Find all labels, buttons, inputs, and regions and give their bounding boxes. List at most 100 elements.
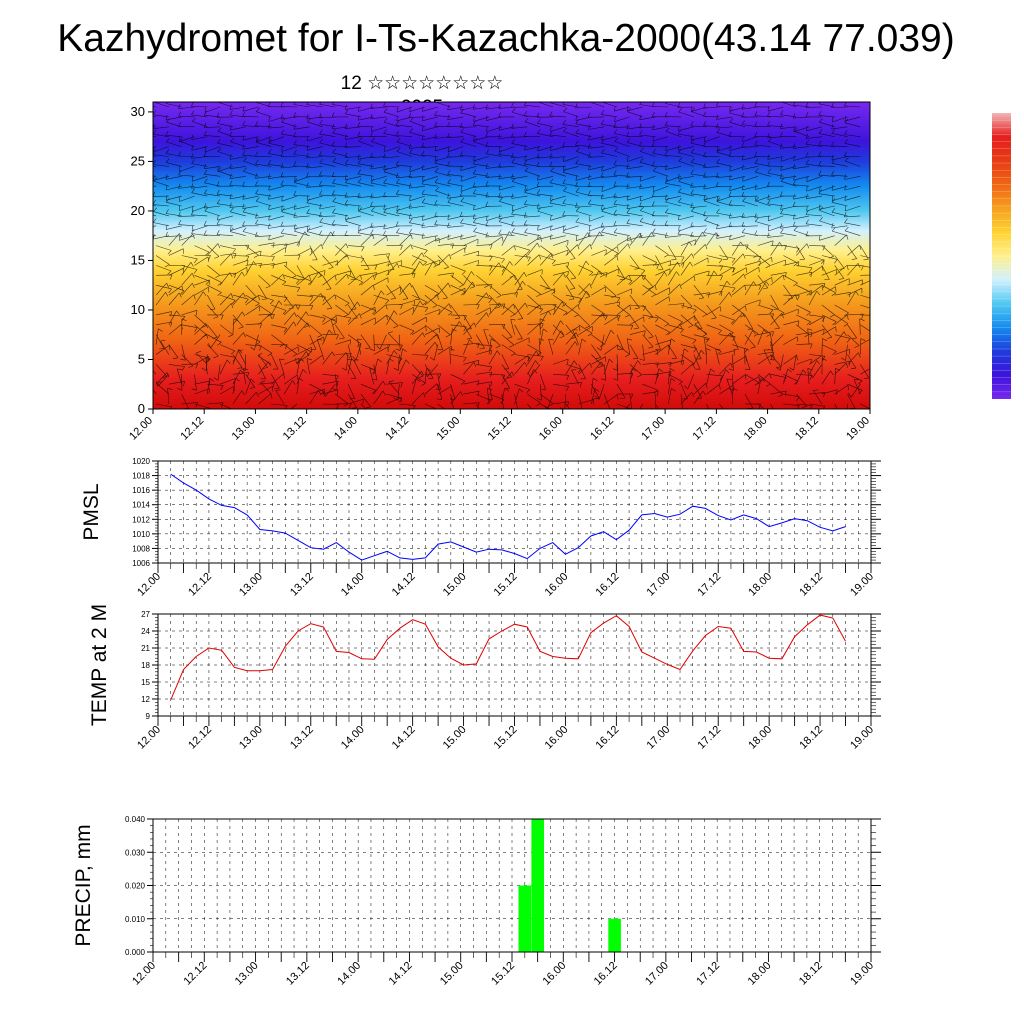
y-tick-label: 24 (141, 627, 150, 636)
y-axis-title: TEMP at 2 M (88, 604, 111, 726)
y-tick-label: 15 (131, 252, 145, 267)
x-tick-label: 12.00 (135, 571, 163, 599)
y-tick-label: 0.000 (125, 948, 146, 957)
y-tick-label: 1014 (132, 501, 150, 510)
y-tick-label: 12 (141, 695, 150, 704)
x-tick-label: 13.12 (284, 960, 312, 988)
x-tick-label: 14.00 (339, 724, 367, 752)
x-tick-label: 15.00 (438, 960, 466, 988)
x-tick-label: 13.00 (237, 724, 265, 752)
x-tick-label: 18.00 (746, 724, 774, 752)
x-tick-label: 13.12 (288, 571, 316, 599)
x-tick-label: 14.00 (339, 571, 367, 599)
y-tick-label: 25 (131, 153, 145, 168)
x-tick-label: 18.00 (746, 960, 774, 988)
x-tick-label: 16.12 (594, 571, 622, 599)
precip-bar (518, 885, 532, 952)
x-tick-label: 18.00 (742, 415, 770, 443)
x-tick-label: 19.00 (848, 960, 876, 988)
x-tick-label: 12.00 (130, 960, 158, 988)
x-tick-label: 17.12 (691, 415, 719, 443)
y-tick-label: 0 (138, 401, 145, 416)
y-tick-label: 0.020 (125, 882, 146, 891)
x-tick-label: 12.12 (186, 724, 214, 752)
x-tick-label: 16.00 (543, 724, 571, 752)
y-tick-label: 1006 (132, 559, 150, 568)
x-tick-label: 12.12 (178, 415, 206, 443)
x-tick-label: 13.00 (237, 571, 265, 599)
x-tick-label: 18.12 (797, 571, 825, 599)
y-tick-label: 1020 (132, 457, 150, 466)
x-tick-label: 18.00 (746, 571, 774, 599)
y-tick-label: 10 (131, 302, 145, 317)
x-tick-label: 12.12 (186, 571, 214, 599)
y-tick-label: 30 (131, 104, 145, 119)
x-tick-label: 15.12 (486, 415, 514, 443)
y-tick-label: 1010 (132, 530, 150, 539)
x-tick-label: 17.12 (695, 571, 723, 599)
x-tick-label: 19.00 (848, 571, 876, 599)
x-tick-label: 18.12 (793, 415, 821, 443)
y-tick-label: 9 (146, 712, 151, 721)
x-tick-label: 16.12 (592, 960, 620, 988)
x-tick-label: 16.12 (588, 415, 616, 443)
x-tick-label: 15.00 (441, 571, 469, 599)
y-tick-label: 15 (141, 678, 150, 687)
y-tick-label: 27 (141, 610, 150, 619)
wind-barbs (153, 102, 870, 409)
x-tick-label: 15.12 (489, 960, 517, 988)
x-tick-label: 17.12 (694, 960, 722, 988)
x-tick-label: 14.00 (335, 960, 363, 988)
x-tick-label: 17.12 (695, 724, 723, 752)
series-line (170, 473, 846, 561)
x-tick-label: 14.12 (390, 724, 418, 752)
x-tick-label: 14.12 (383, 415, 411, 443)
y-tick-label: 1008 (132, 544, 150, 553)
panel-precip-mm: 0.000 0.010 0.020 0.030 0.040 12.00 12.12 13.00… (72, 815, 881, 988)
x-tick-label: 13.00 (233, 960, 261, 988)
x-tick-label: 12.00 (127, 415, 155, 443)
x-tick-label: 15.00 (434, 415, 462, 443)
panel-pmsl: 1006 1008 1010 1012 1014 1016 1018 1020 12.00 12.… (80, 457, 881, 599)
x-tick-label: 17.00 (643, 960, 671, 988)
x-tick-label: 14.12 (390, 571, 418, 599)
chart-title: Kazhydromet for I-Ts-Kazachka-2000(43.14… (57, 17, 955, 60)
x-tick-label: 19.00 (848, 724, 876, 752)
y-tick-label: 21 (141, 644, 150, 653)
series-line (170, 614, 846, 701)
y-tick-label: 5 (138, 351, 145, 366)
y-axis-title: PRECIP, mm (72, 824, 95, 946)
x-tick-label: 17.00 (639, 415, 667, 443)
x-tick-label: 19.00 (844, 415, 872, 443)
panel-temp-at-2-m: 9 12 15 18 21 24 27 12.00 12.12 13.00 13.12 14.00 14… (88, 604, 881, 752)
y-tick-label: 1018 (132, 472, 150, 481)
x-tick-label: 13.12 (281, 415, 309, 443)
x-tick-label: 13.12 (288, 724, 316, 752)
y-tick-label: 20 (131, 203, 145, 218)
x-tick-label: 18.12 (797, 724, 825, 752)
y-tick-label: 0.010 (125, 915, 146, 924)
x-tick-label: 16.00 (540, 960, 568, 988)
y-axis-title: PMSL (80, 483, 103, 540)
y-tick-label: 1012 (132, 515, 150, 524)
x-tick-label: 15.12 (492, 571, 520, 599)
x-tick-label: 13.00 (230, 415, 258, 443)
y-tick-label: 0.030 (125, 848, 146, 857)
x-tick-label: 16.00 (537, 415, 565, 443)
precip-bar (531, 819, 544, 952)
precip-bar (608, 918, 621, 953)
y-tick-label: 0.040 (125, 815, 146, 824)
x-tick-label: 14.12 (387, 960, 415, 988)
x-tick-label: 12.12 (181, 960, 209, 988)
y-tick-label: 18 (141, 661, 150, 670)
x-tick-label: 14.00 (332, 415, 360, 443)
x-tick-label: 15.12 (492, 724, 520, 752)
x-tick-label: 15.00 (441, 724, 469, 752)
x-tick-label: 17.00 (644, 724, 672, 752)
x-tick-label: 18.12 (797, 960, 825, 988)
y-tick-label: 1016 (132, 486, 150, 495)
x-tick-label: 16.12 (594, 724, 622, 752)
x-tick-label: 17.00 (644, 571, 672, 599)
x-tick-label: 16.00 (543, 571, 571, 599)
